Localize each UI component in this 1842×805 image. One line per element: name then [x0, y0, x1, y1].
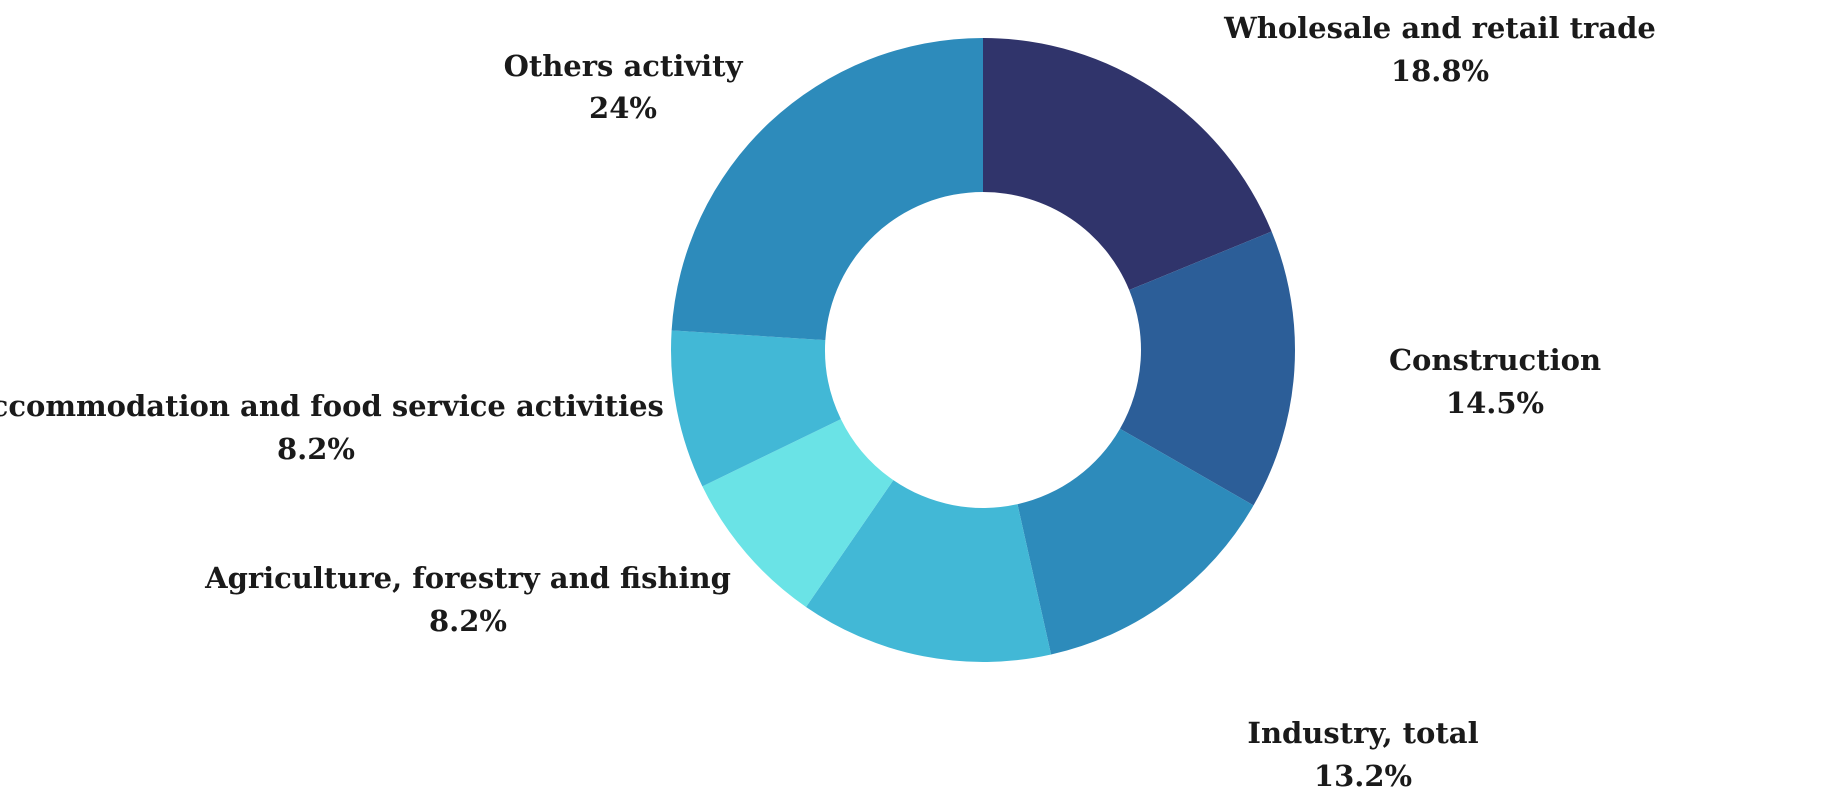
slice-value-construction: 14.5% [1446, 386, 1544, 420]
slice-label-accommodation-food-service: Accommodation and food service activitie… [0, 389, 664, 423]
slice-label-agriculture-forestry-fishing: Agriculture, forestry and fishing [204, 561, 731, 595]
slice-wholesale-and-retail-trade [983, 38, 1272, 290]
slice-industry-total [1017, 428, 1254, 655]
donut-slices [671, 38, 1295, 662]
slice-value-wholesale-retail-trade: 18.8% [1391, 54, 1489, 88]
slice-unlabeled-3 [806, 480, 1052, 662]
slice-construction [1119, 231, 1295, 506]
slice-label-others-activity: Others activity [504, 49, 744, 83]
slice-value-accommodation-food-service: 8.2% [277, 432, 355, 466]
slice-label-construction: Construction [1389, 343, 1601, 377]
slice-accommodation-and-food-service-activities [671, 330, 841, 487]
slice-others-activity [671, 38, 983, 341]
slice-label-wholesale-retail-trade: Wholesale and retail trade [1223, 11, 1656, 45]
slice-labels: Wholesale and retail trade 18.8% Constru… [0, 11, 1656, 793]
slice-value-others-activity: 24% [589, 91, 657, 125]
slice-agriculture-forestry-and-fishing [702, 419, 894, 607]
slice-value-industry-total: 13.2% [1314, 759, 1412, 793]
slice-value-agriculture-forestry-fishing: 8.2% [429, 604, 507, 638]
slice-label-industry-total: Industry, total [1247, 716, 1478, 750]
